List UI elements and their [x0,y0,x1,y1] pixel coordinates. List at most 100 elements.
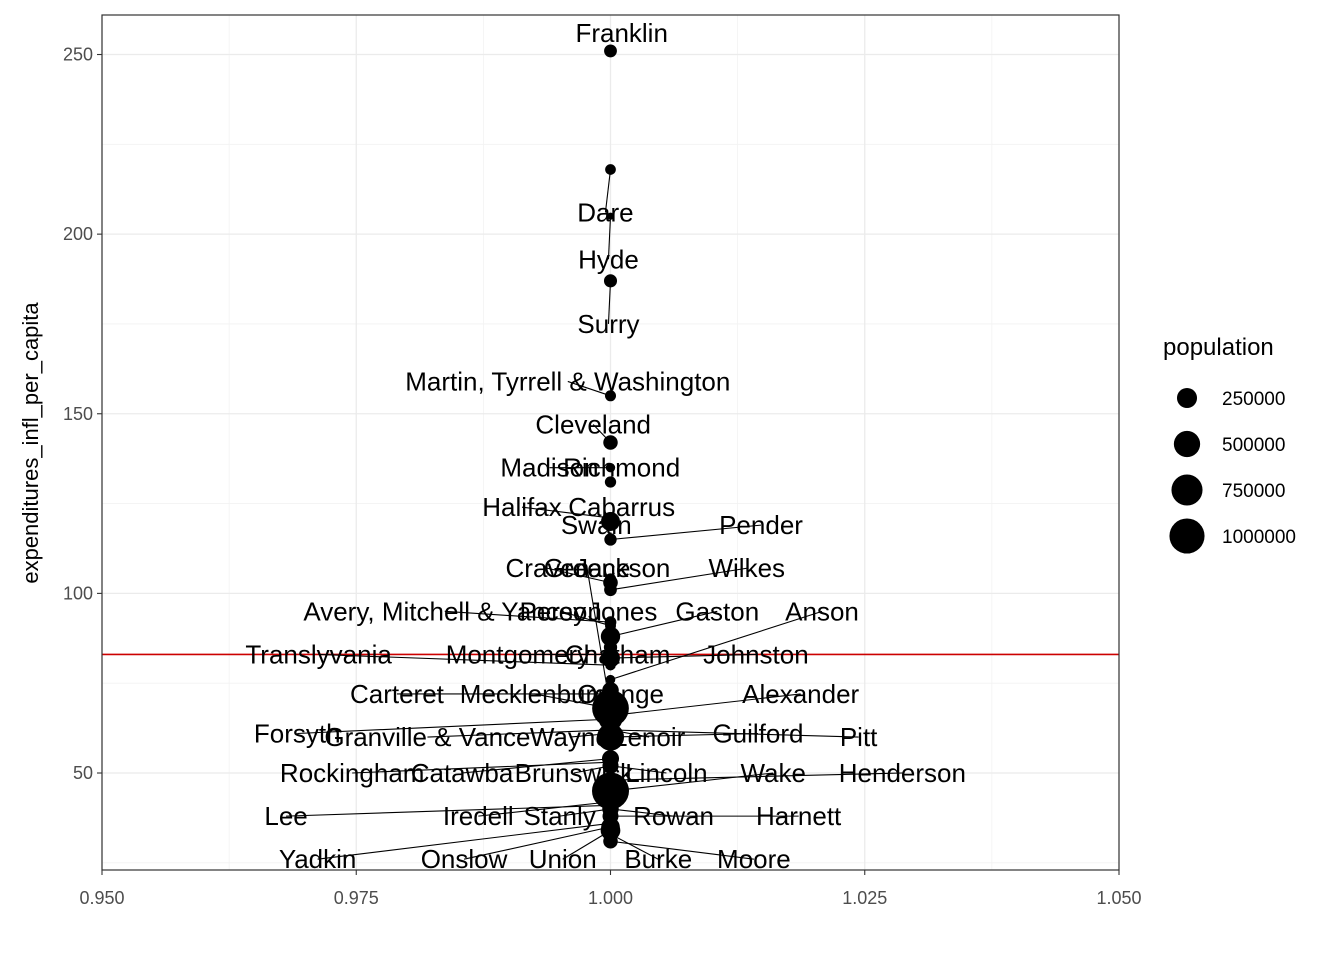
point-label: Person [519,596,601,626]
point-label: Moore [717,844,791,874]
size-legend: population 250000 500000 750000 1000000 [1163,334,1296,554]
point-label: Forsyth [254,718,341,748]
data-point [604,573,617,585]
legend-key [1176,387,1198,409]
data-point [605,164,616,175]
y-tick-label: 200 [63,224,93,244]
point-label: Lincoln [625,758,707,788]
point-label: Granville & Vance [324,722,530,752]
data-point [606,513,615,523]
y-tick-label: 50 [73,763,93,783]
point-label: Chatham [565,639,671,669]
point-label: Martin, Tyrrell & Washington [405,366,730,396]
leader-line [427,729,611,738]
point-label: Onslow [421,844,508,874]
point-label: Stanly [524,801,596,831]
y-axis-title: expenditures_infl_per_capita [18,302,43,584]
leader-line [560,610,611,627]
point-label: Craven [506,553,590,583]
data-point [592,772,629,810]
data-point [603,834,618,849]
data-point [603,758,618,773]
point-label: Catawba [411,758,514,788]
point-label: Translyvania [245,639,392,669]
point-label: Henderson [839,758,966,788]
point-label: Guilford [712,718,803,748]
data-point [602,682,619,699]
data-point [600,626,621,647]
point-labels: Franklin Dare Hyde Surry Martin, Tyrrell & W… [245,18,966,874]
point-label: Anson [785,596,859,626]
legend-key [1169,518,1205,554]
point-label: Pender [719,510,803,540]
leader-line [610,610,823,681]
legend-title: population [1163,334,1274,361]
leader-line [461,758,611,774]
leader-line [547,567,611,584]
point-label: Wake [740,758,806,788]
leader-line [610,772,774,792]
leader-line [610,833,659,860]
legend-key [1171,474,1203,506]
point-label: Brunswick [515,758,634,788]
point-label: Franklin [575,18,667,48]
x-tick-label: 0.975 [334,888,379,908]
leader-line [610,567,747,591]
point-label: Avery, Mitchell & Yancey [303,596,586,626]
data-point [603,435,618,450]
point-label: Jones [588,596,657,626]
leader-line [610,765,667,774]
data-point [604,533,617,546]
y-tick-label: 150 [63,404,93,424]
y-axis: 50 100 150 200 250 [63,45,102,783]
leader-line [521,506,611,519]
point-label: Hyde [578,244,639,274]
point-label: Jackson [575,553,670,583]
point-label: Halifax [482,492,561,522]
leader-line [610,732,758,738]
leader-line [610,693,801,717]
legend-label: 500000 [1222,435,1285,456]
data-point [601,721,620,739]
point-label: Burke [624,844,692,874]
point-label: Orange [577,679,664,709]
leader-line [610,729,859,738]
point-label: Rockingham [280,758,425,788]
leader-line [318,653,611,666]
point-label: Mecklenburg [460,679,609,709]
point-label: Lenoir [613,722,686,752]
point-label: Carteret [350,679,445,709]
label-leader-lines [286,169,903,860]
x-tick-label: 1.050 [1096,888,1141,908]
leader-line [610,653,756,659]
y-tick-label: 100 [63,583,93,603]
point-label: Yadkin [279,844,357,874]
y-tick-label: 250 [63,45,93,65]
data-point [604,583,617,597]
leader-line [610,524,762,541]
leader-line [297,718,611,735]
legend-label: 750000 [1222,481,1285,502]
point-label: Union [529,844,597,874]
leader-line [478,801,611,817]
data-point [606,212,615,220]
data-point [605,674,616,685]
point-label: Gaston [675,596,759,626]
point-label: Wayne [530,722,610,752]
data-point [604,44,617,58]
leader-line [610,610,718,638]
point-label: Madison [500,453,598,483]
point-label: Alexander [742,679,859,709]
legend-label: 250000 [1222,389,1285,410]
data-point [601,648,620,668]
point-label: Iredell [443,801,514,831]
point-label: Surry [577,309,639,339]
data-point [604,390,617,402]
point-label: Lee [264,801,307,831]
leader-line [559,808,611,817]
point-label: Harnett [756,801,842,831]
point-label: Dare [577,198,633,228]
leader-line [463,826,611,860]
leader-line [317,822,611,860]
